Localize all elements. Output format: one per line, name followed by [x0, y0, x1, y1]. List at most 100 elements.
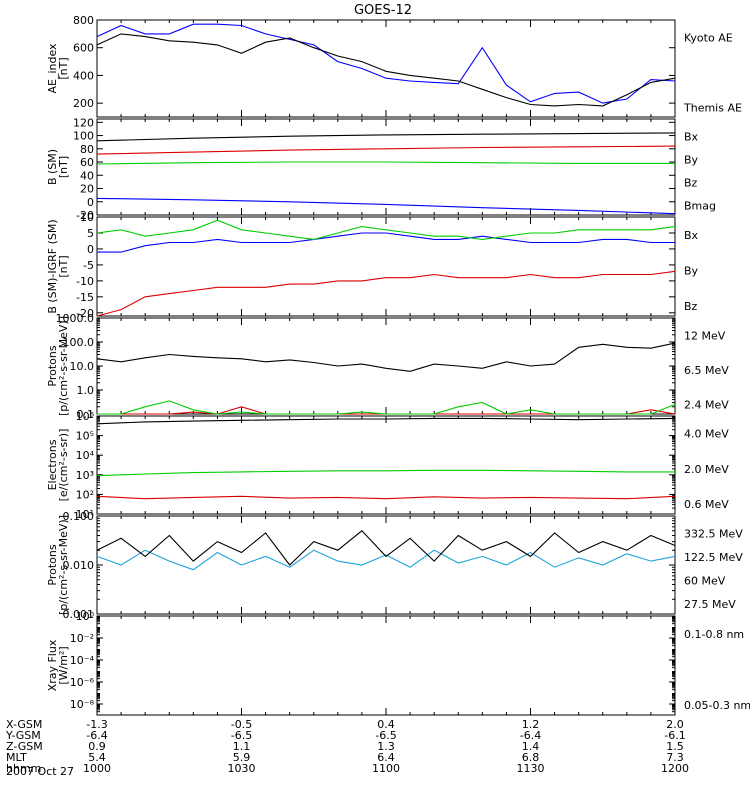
legend-entry: Bx [684, 130, 699, 143]
ytick-label: 100 [73, 130, 94, 143]
ytick-label: 0.001 [63, 608, 95, 621]
ytick-label: 0.100 [63, 510, 95, 523]
ylabel-line: [nT] [57, 156, 70, 178]
ephem-value: -1.3 [86, 718, 107, 731]
panel-frame [96, 317, 676, 415]
ephemeris-table: X-GSMY-GSMZ-GSMMLThhmm-1.3-6.40.95.41000… [5, 718, 689, 775]
ytick-label: 20 [80, 183, 94, 196]
ytick-label: 120 [73, 116, 94, 129]
ytick-label: 0 [87, 196, 94, 209]
ytick-label: -10 [76, 275, 94, 288]
ephem-value: 0.9 [88, 740, 106, 753]
legend-entry: 122.5 MeV [684, 551, 743, 564]
legend-entry: Themis AE [683, 101, 742, 114]
ytick-label: 60 [80, 156, 94, 169]
ephem-row-label: X-GSM [6, 718, 42, 731]
ytick-label: -20 [76, 307, 94, 320]
ytick-label: 0 [87, 243, 94, 256]
ephem-row-label: Z-GSM [6, 740, 43, 753]
panel-frame [96, 415, 676, 515]
ephem-value: -6.4 [520, 729, 541, 742]
ytick-label: 10⁻² [70, 632, 94, 645]
ylabel-line: [W/m²] [57, 646, 70, 684]
ephem-row-label: Y-GSM [5, 729, 41, 742]
legend-entry: 0.05-0.3 nm [684, 699, 750, 712]
ephem-value: 1.4 [522, 740, 540, 753]
legend-entry: By [684, 264, 699, 277]
ylabel-line: [p/(cm²-s-sr-MeV)] [57, 316, 70, 416]
ephem-value: 1200 [661, 762, 689, 775]
ytick-label: 10¹ [76, 508, 94, 521]
ytick-label: 1000.0 [56, 312, 95, 325]
legend-entry: 6.5 MeV [684, 364, 729, 377]
series-line [97, 232, 675, 253]
panel-frame [96, 19, 676, 118]
series-line [96, 33, 676, 107]
series-line [96, 145, 676, 155]
ytick-label: 10⁴ [76, 449, 95, 462]
ylabel-line: [nT] [57, 57, 70, 79]
ephem-value: -6.4 [86, 729, 107, 742]
panel-3: -20 -15 -10 -5 0 5 10 B (SM)-IGRF (SM)[nT] Bx By B… [46, 211, 699, 320]
series-line [96, 495, 676, 500]
ytick-label: 5 [87, 227, 94, 240]
ytick-label: 100.0 [63, 336, 95, 349]
series-line [97, 400, 676, 415]
legend-entry: 0.6 MeV [684, 498, 729, 511]
ytick-label: 10.0 [70, 360, 95, 373]
legend-entry: 60 MeV [684, 575, 726, 588]
ylabel-line: [p/(cm²-s-sr-MeV)] [57, 515, 70, 615]
legend-entry: 2.4 MeV [684, 398, 729, 411]
ytick-label: 10³ [76, 469, 94, 482]
ephem-value: 6.4 [377, 751, 395, 764]
ephem-value: 5.4 [88, 751, 106, 764]
ephem-value: 1.1 [233, 740, 251, 753]
legend-entry: Bz [684, 300, 698, 313]
legend-entry: 12 MeV [684, 329, 726, 342]
legend-entry: Bmag [684, 199, 716, 212]
series-line [96, 132, 676, 142]
ephem-value: 1.2 [522, 718, 540, 731]
legend-entry: Kyoto AE [684, 31, 733, 44]
ephem-value: -0.5 [231, 718, 252, 731]
ylabel-line: Electrons [46, 439, 59, 490]
ephem-value: 1100 [372, 762, 400, 775]
ephem-value: 1030 [228, 762, 256, 775]
legend-entry: 0.1-0.8 nm [684, 628, 744, 641]
ephem-row-label: hhmm [6, 762, 41, 775]
ytick-label: 10⁰ [76, 610, 95, 623]
series-line [96, 530, 676, 566]
ylabel-line: AE_index [46, 43, 59, 94]
ylabel-line: Xray Flux [46, 639, 59, 691]
panel-frame [96, 216, 676, 317]
ylabel-line: [nT] [57, 255, 70, 277]
legend-entry: 332.5 MeV [684, 528, 743, 541]
ylabel-line: Protons [46, 544, 59, 585]
ylabel-line: [e/(cm²-s-sr)] [57, 429, 70, 502]
series-line [96, 219, 676, 240]
ephem-value: 2.0 [666, 718, 684, 731]
ytick-label: 10⁵ [76, 430, 94, 443]
ylabel-line: B (SM) [46, 149, 59, 185]
ytick-label: 10⁻⁸ [70, 698, 95, 711]
ytick-label: 40 [80, 169, 94, 182]
ytick-label: 80 [80, 143, 94, 156]
ytick-label: 10⁶ [76, 410, 95, 423]
series-line [96, 197, 676, 215]
ephem-value: 1130 [517, 762, 545, 775]
ytick-label: 1.0 [77, 384, 95, 397]
series-line [96, 469, 675, 477]
legend-entry: Bx [684, 229, 699, 242]
ephem-value: 5.9 [233, 751, 251, 764]
series-line [96, 549, 676, 571]
ytick-label: 10⁻⁴ [70, 654, 95, 667]
ytick-label: 400 [73, 69, 94, 82]
panel-frame [96, 515, 676, 615]
legend-entry: 27.5 MeV [684, 598, 736, 611]
series-line [96, 161, 675, 165]
panel-4: 0.1 1.0 10.0 100.0 1000.0 Protons[p/(cm²-s-sr… [46, 312, 729, 421]
ephem-value: 1.5 [666, 740, 684, 753]
ytick-label: -20 [76, 209, 94, 222]
